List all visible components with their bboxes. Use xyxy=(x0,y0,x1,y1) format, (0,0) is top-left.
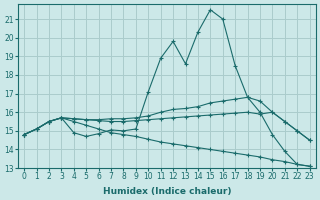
X-axis label: Humidex (Indice chaleur): Humidex (Indice chaleur) xyxy=(103,187,231,196)
